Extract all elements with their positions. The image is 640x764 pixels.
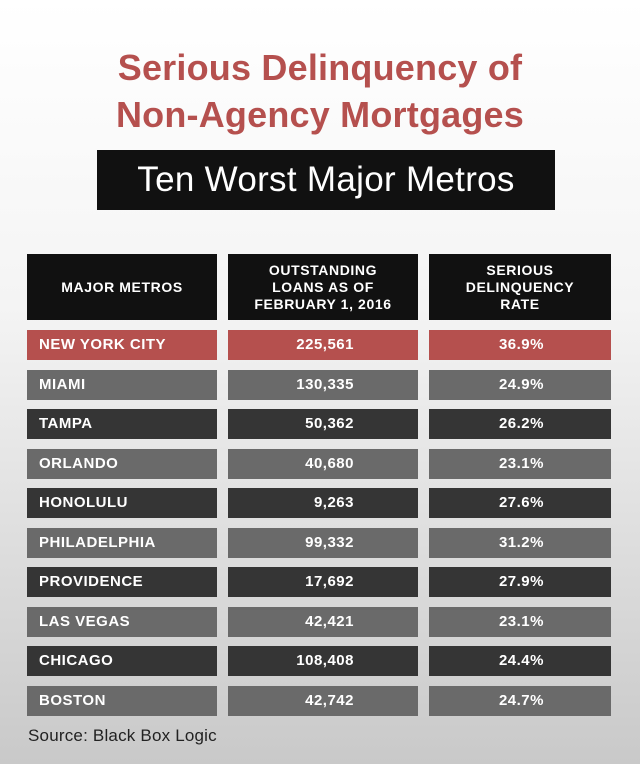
table-cell-loans: 17,692: [228, 567, 418, 597]
table-cell-rate: 24.7%: [429, 686, 611, 716]
table-cell-metro: TAMPA: [27, 409, 217, 439]
table-cell-rate: 23.1%: [429, 449, 611, 479]
source-note: Source: Black Box Logic: [28, 726, 217, 745]
column-header-loans-label: OUTSTANDING LOANS AS OF FEBRUARY 1, 2016: [254, 261, 392, 312]
table-cell-rate: 26.2%: [429, 409, 611, 439]
table-cell-loans: 50,362: [228, 409, 418, 439]
table-cell-metro: HONOLULU: [27, 488, 217, 518]
table-cell-metro: LAS VEGAS: [27, 607, 217, 637]
table-cell-metro: PROVIDENCE: [27, 567, 217, 597]
table-cell-rate: 27.6%: [429, 488, 611, 518]
table-cell-metro: PHILADELPHIA: [27, 528, 217, 558]
table-cell-loans: 42,421: [228, 607, 418, 637]
table-cell-rate: 23.1%: [429, 607, 611, 637]
table-cell-loans: 225,561: [228, 330, 418, 360]
table-cell-loans: 108,408: [228, 646, 418, 676]
table-cell-rate: 31.2%: [429, 528, 611, 558]
column-header-metro: MAJOR METROS: [27, 254, 217, 320]
chart-title-line-1: Serious Delinquency of: [117, 47, 523, 88]
table-cell-metro: ORLANDO: [27, 449, 217, 479]
table-cell-loans: 99,332: [228, 528, 418, 558]
table-cell-rate: 27.9%: [429, 567, 611, 597]
chart-subtitle: Ten Worst Major Metros: [97, 150, 555, 210]
table-cell-metro: BOSTON: [27, 686, 217, 716]
column-header-rate-label: SERIOUS DELINQUENCY RATE: [465, 261, 575, 312]
table-cell-rate: 24.9%: [429, 370, 611, 400]
table-cell-loans: 42,742: [228, 686, 418, 716]
table-cell-loans: 9,263: [228, 488, 418, 518]
column-header-loans: OUTSTANDING LOANS AS OF FEBRUARY 1, 2016: [228, 254, 418, 320]
column-header-rate: SERIOUS DELINQUENCY RATE: [429, 254, 611, 320]
column-header-metro-label: MAJOR METROS: [61, 278, 183, 295]
table-cell-loans: 130,335: [228, 370, 418, 400]
table-cell-metro: NEW YORK CITY: [27, 330, 217, 360]
table-cell-loans: 40,680: [228, 449, 418, 479]
table-cell-metro: MIAMI: [27, 370, 217, 400]
table-cell-rate: 36.9%: [429, 330, 611, 360]
table-cell-rate: 24.4%: [429, 646, 611, 676]
table-cell-metro: CHICAGO: [27, 646, 217, 676]
chart-title-line-2: Non-Agency Mortgages: [115, 94, 525, 135]
